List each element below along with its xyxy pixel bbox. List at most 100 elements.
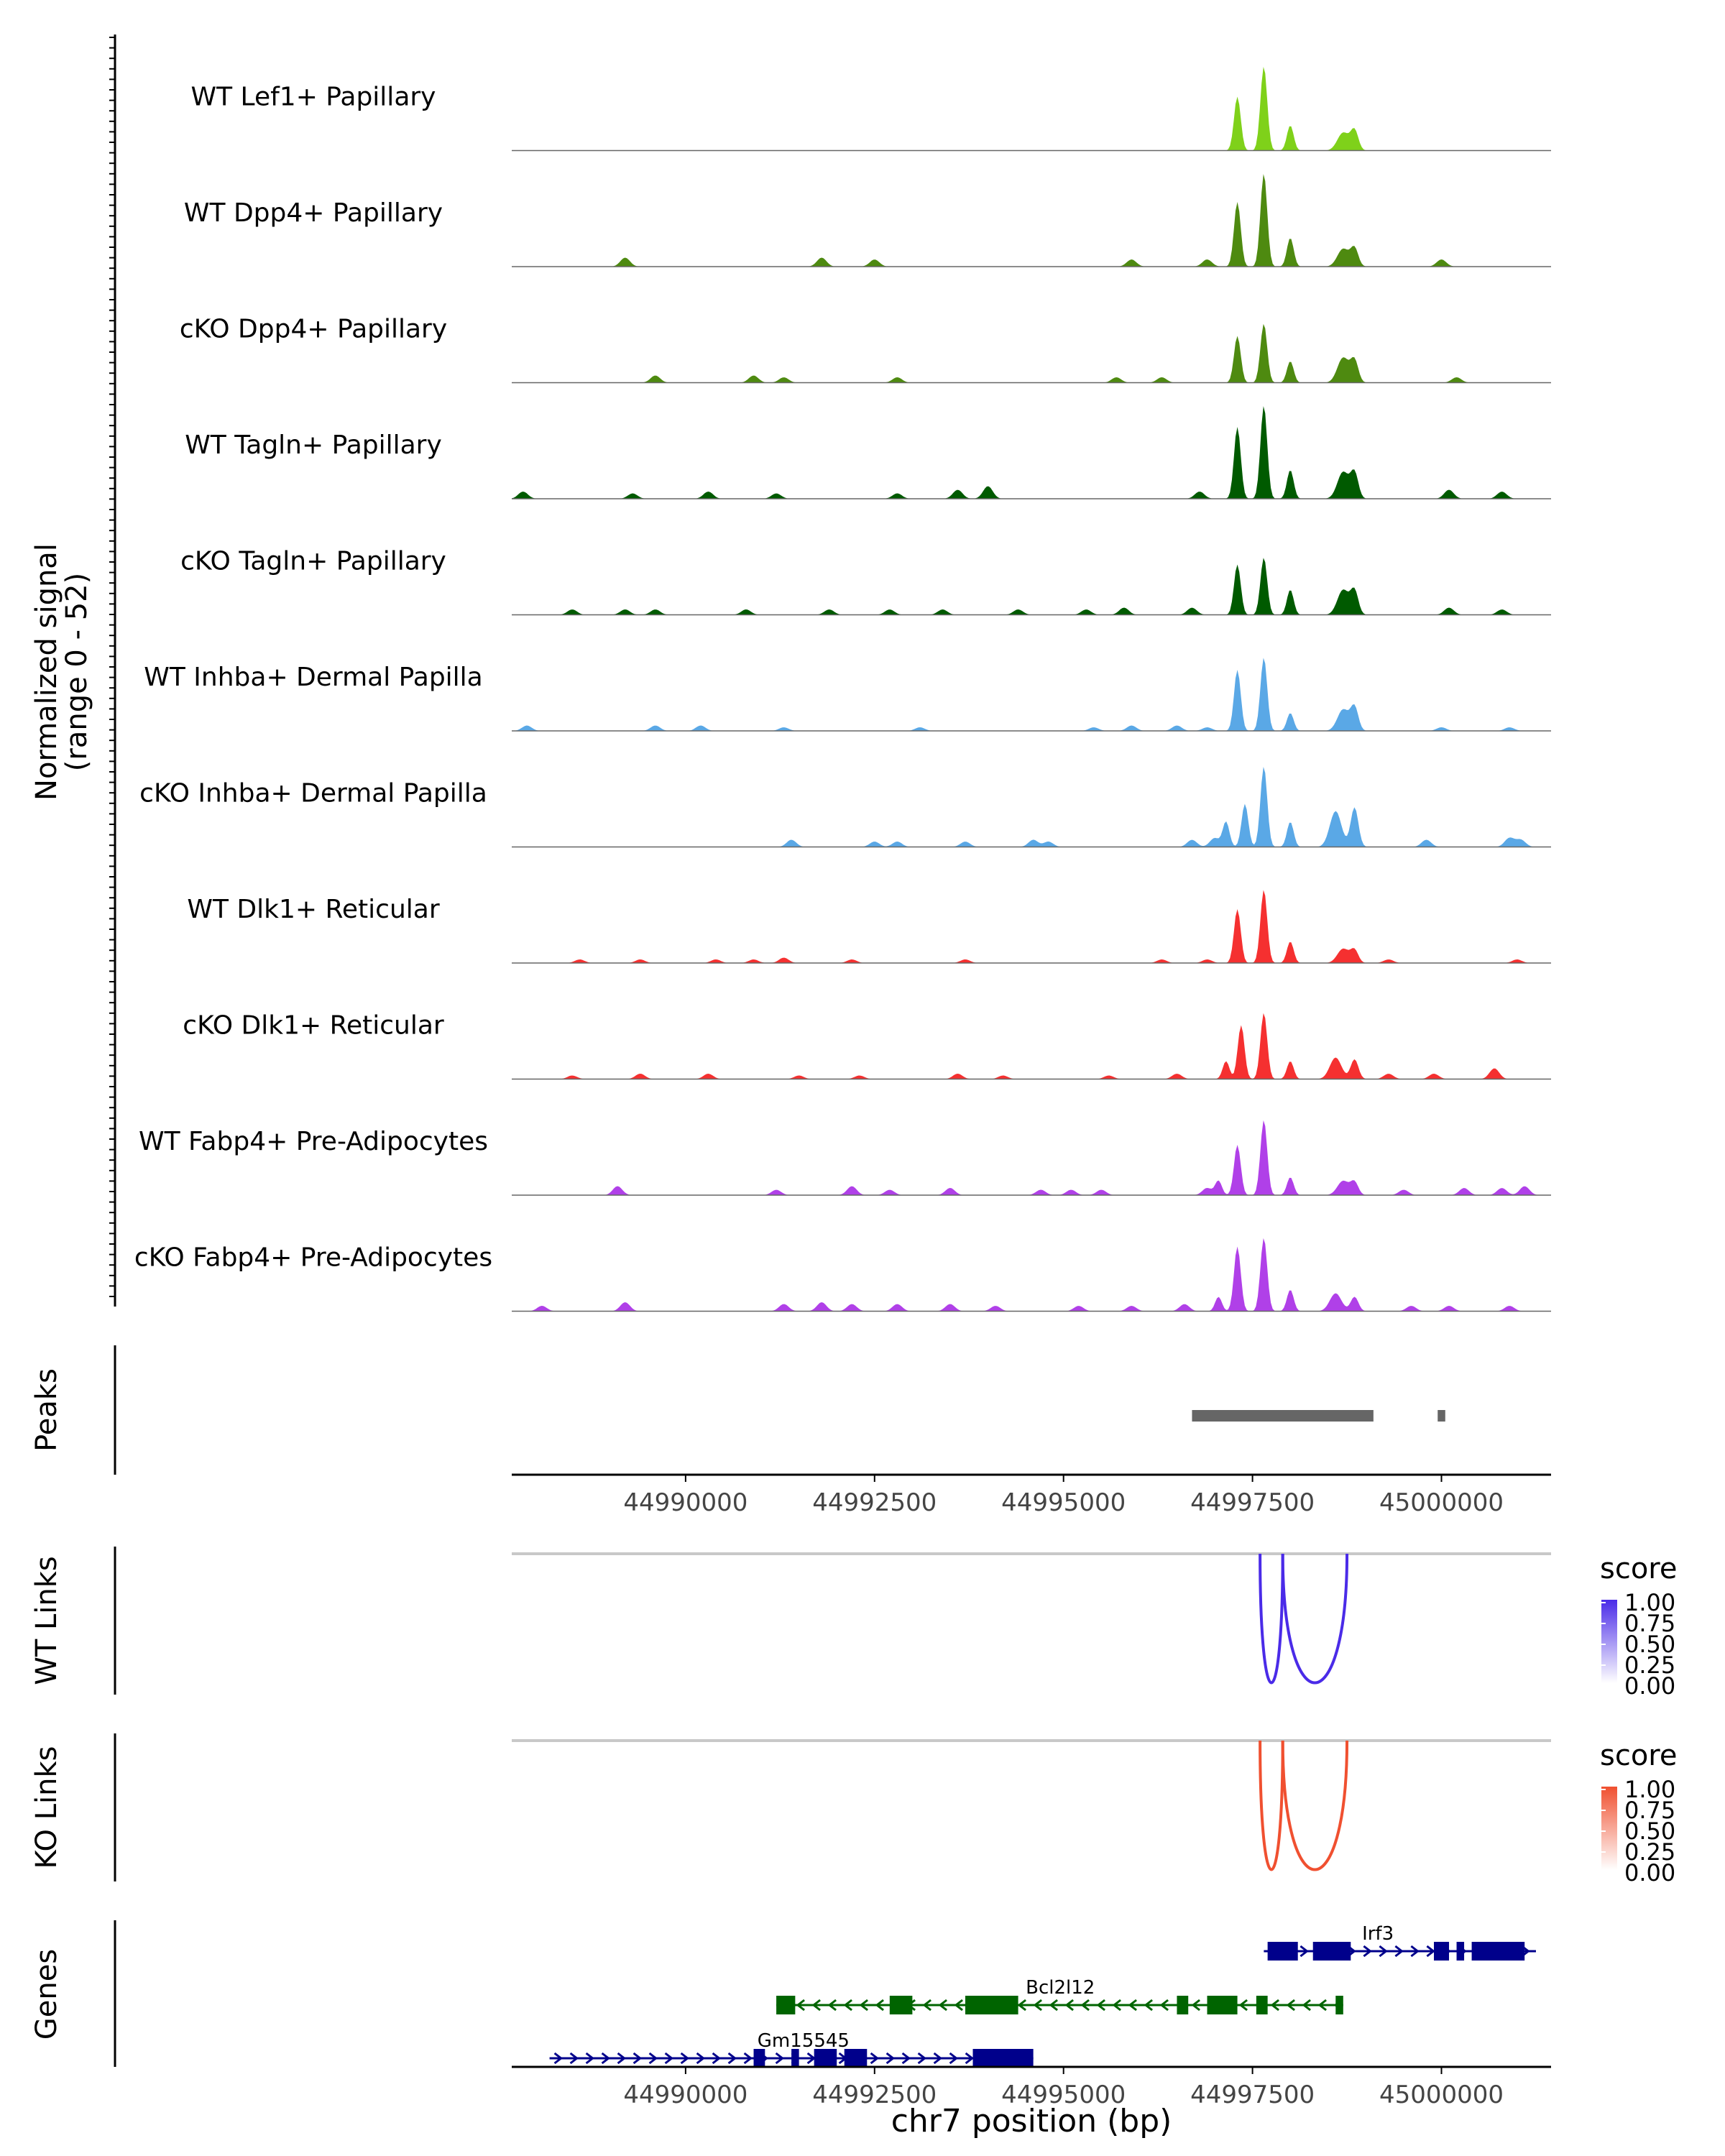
track-label: cKO Dlk1+ Reticular: [183, 1011, 444, 1041]
strand-chevron: [1159, 1999, 1169, 2012]
track-1: WT Dpp4+ Papillary: [184, 174, 1551, 267]
track-8: cKO Dlk1+ Reticular: [183, 1011, 1551, 1080]
strand-chevron: [648, 2052, 658, 2065]
legend-tick-label: 0.00: [1624, 1672, 1675, 1700]
gene-exon: [1456, 1942, 1465, 1961]
strand-chevron: [933, 2052, 943, 2065]
track-label: WT Dpp4+ Papillary: [184, 198, 443, 228]
legend-tick-label: 0.25: [1624, 1651, 1675, 1679]
strand-chevron: [617, 2052, 627, 2065]
peaks-x-ticks: 44990000 44992500 44995000 44997500 45000000: [623, 1475, 1504, 1517]
strand-chevron: [796, 1999, 805, 2012]
gene-exon: [972, 2049, 1034, 2068]
strand-chevron: [743, 2052, 753, 2065]
coverage-tracks: WT Lef1+ Papillary WT Dpp4+ Papillary cKO …: [134, 67, 1551, 1312]
signal-area: [512, 67, 1551, 151]
signal-area: [512, 174, 1551, 267]
wt-links-label: WT Links: [30, 1556, 63, 1685]
strand-chevron: [601, 2052, 611, 2065]
strand-chevron: [1144, 1999, 1153, 2012]
track-label: cKO Dpp4+ Papillary: [180, 315, 447, 344]
legend-tick-label: 1.00: [1624, 1776, 1675, 1803]
signal-area: [512, 1013, 1551, 1079]
peaks-label: Peaks: [30, 1368, 63, 1452]
track-7: WT Dlk1+ Reticular: [187, 890, 1551, 964]
strand-chevron: [806, 2052, 816, 2065]
strand-chevron: [965, 2052, 975, 2065]
ko-links-legend: score 1.000.750.500.250.00: [1600, 1739, 1677, 1886]
x-tick-label: 44995000: [1001, 2081, 1126, 2109]
gene-label: Gm15545: [758, 2030, 850, 2052]
strand-chevron: [664, 2052, 674, 2065]
legend-tick-label: 0.25: [1624, 1838, 1675, 1866]
peak-interval: [1192, 1410, 1374, 1422]
signal-area: [512, 558, 1551, 615]
strand-chevron: [1379, 1945, 1388, 1958]
legend-tick-label: 0.75: [1624, 1610, 1675, 1637]
link-arc: [1281, 1553, 1349, 1685]
track-label: WT Fabp4+ Pre-Adipocytes: [139, 1127, 488, 1156]
strand-chevron: [1112, 1999, 1121, 2012]
gene-exon: [844, 2049, 868, 2068]
ko-link-arcs: [1259, 1740, 1349, 1871]
coverage-y-label: Normalized signal: [30, 543, 63, 801]
strand-chevron: [1302, 1999, 1311, 2012]
gene-exon: [776, 1996, 796, 2014]
track-0: WT Lef1+ Papillary: [191, 67, 1551, 152]
legend-tick-label: 0.00: [1624, 1859, 1675, 1886]
strand-chevron: [1238, 1999, 1248, 2012]
wt-legend-colorbar: [1601, 1600, 1617, 1683]
track-label: cKO Inhba+ Dermal Papilla: [139, 779, 487, 808]
strand-chevron: [870, 2052, 880, 2065]
track-label: WT Dlk1+ Reticular: [187, 895, 439, 924]
gene-exon: [1177, 1996, 1189, 2014]
strand-chevron: [901, 2052, 911, 2065]
genes-panel: Genes Irf3 Bcl2l12 Gm15545 44990000 4499250…: [30, 1920, 1551, 2139]
strand-chevron: [680, 2052, 690, 2065]
track-9: WT Fabp4+ Pre-Adipocytes: [139, 1120, 1551, 1196]
strand-chevron: [632, 2052, 643, 2065]
gene-irf3: Irf3: [1264, 1923, 1536, 1961]
coverage-y-ticks: [109, 37, 115, 1297]
signal-area: [512, 767, 1551, 847]
track-label: WT Tagln+ Papillary: [185, 430, 442, 460]
strand-chevron: [585, 2052, 595, 2065]
strand-chevron: [1096, 1999, 1105, 2012]
track-label: WT Inhba+ Dermal Papilla: [144, 663, 482, 692]
strand-chevron: [553, 2052, 564, 2065]
strand-chevron: [954, 1999, 963, 2012]
strand-chevron: [1128, 1999, 1137, 2012]
gene-label: Irf3: [1362, 1923, 1394, 1945]
strand-chevron: [1064, 1999, 1074, 2012]
peaks-panel: Peaks 44990000 44992500 44995000 44997500 45…: [30, 1345, 1551, 1517]
gene-exon: [1471, 1942, 1525, 1961]
x-tick-label: 44992500: [812, 1488, 937, 1517]
strand-chevron: [1049, 1999, 1058, 2012]
ko-links-panel: KO Links score 1.000.750.500.250.00: [30, 1733, 1677, 1886]
ko-legend-title: score: [1600, 1739, 1677, 1772]
gene-models: Irf3 Bcl2l12 Gm15545: [549, 1923, 1536, 2068]
x-tick-label: 44990000: [623, 2081, 748, 2109]
gene-exon: [753, 2049, 765, 2068]
strand-chevron: [827, 1999, 837, 2012]
gene-bcl2l12: Bcl2l12: [776, 1977, 1343, 2014]
genes-label: Genes: [30, 1949, 63, 2040]
x-tick-label: 44992500: [812, 2081, 937, 2109]
track-2: cKO Dpp4+ Papillary: [180, 315, 1551, 384]
strand-chevron: [1300, 1945, 1309, 1958]
track-label: WT Lef1+ Papillary: [191, 83, 436, 112]
gene-exon: [1433, 1942, 1450, 1961]
gene-exon: [814, 2049, 837, 2068]
strand-chevron: [938, 1999, 947, 2012]
link-arc: [1259, 1553, 1284, 1685]
coverage-y-range: (range 0 - 52): [60, 573, 93, 771]
strand-chevron: [917, 2052, 927, 2065]
strand-chevron: [727, 2052, 737, 2065]
strand-chevron: [1270, 1999, 1279, 2012]
strand-chevron: [843, 1999, 852, 2012]
signal-area: [512, 323, 1551, 383]
strand-chevron: [1394, 1945, 1404, 1958]
wt-legend-ticks: 1.000.750.500.250.00: [1601, 1589, 1675, 1700]
strand-chevron: [1410, 1945, 1420, 1958]
strand-chevron: [1317, 1999, 1327, 2012]
